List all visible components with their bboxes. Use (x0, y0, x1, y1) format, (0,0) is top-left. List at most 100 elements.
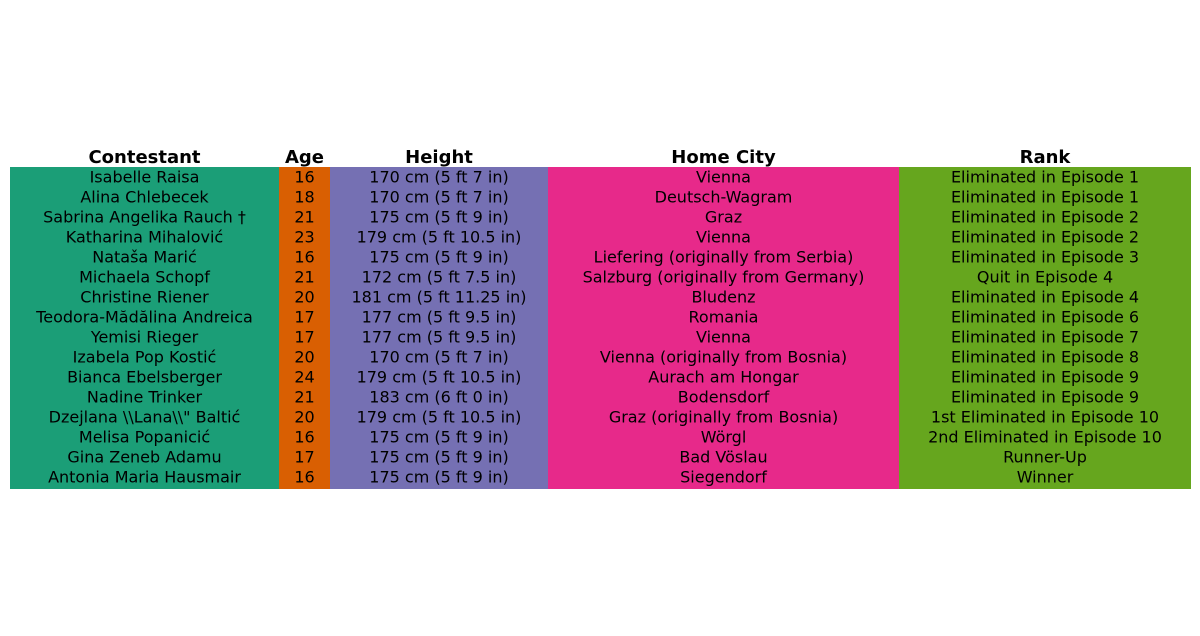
cell-height: 170 cm (5 ft 7 in) (369, 188, 508, 207)
cell-home-city: Vienna (originally from Bosnia) (600, 348, 847, 367)
cell-age: 21 (294, 388, 314, 407)
cell-home-city: Romania (689, 308, 759, 327)
cell-contestant: Isabelle Raisa (90, 168, 200, 187)
cell-home-city: Bludenz (691, 288, 755, 307)
table-row: Antonia Maria Hausmair 16 175 cm (5 ft 9 i… (48, 468, 1074, 487)
cell-contestant: Michaela Schopf (79, 268, 210, 287)
table-row: Michaela Schopf 21 172 cm (5 ft 7.5 in) Sal… (79, 268, 1113, 287)
cell-age: 21 (294, 268, 314, 287)
cell-rank: Eliminated in Episode 2 (951, 228, 1139, 247)
column-band-age (279, 167, 330, 489)
cell-rank: Eliminated in Episode 2 (951, 208, 1139, 227)
cell-home-city: Vienna (696, 328, 751, 347)
cell-home-city: Salzburg (originally from Germany) (583, 268, 865, 287)
cell-rank: Eliminated in Episode 6 (951, 308, 1139, 327)
cell-contestant: Gina Zeneb Adamu (67, 448, 221, 467)
cell-age: 16 (294, 428, 314, 447)
column-band-home-city (548, 167, 899, 489)
cell-age: 17 (294, 308, 314, 327)
cell-contestant: Dzejlana \\Lana\\" Baltić (49, 408, 241, 427)
column-band-contestant (10, 167, 279, 489)
cell-home-city: Bad Vöslau (679, 448, 767, 467)
column-band-height (330, 167, 548, 489)
table-row: Christine Riener 20 181 cm (5 ft 11.25 in)… (80, 288, 1139, 307)
cell-rank: Eliminated in Episode 1 (951, 188, 1139, 207)
cell-rank: Eliminated in Episode 9 (951, 388, 1139, 407)
cell-contestant: Yemisi Rieger (90, 328, 199, 347)
cell-rank: Quit in Episode 4 (977, 268, 1113, 287)
cell-rank: Eliminated in Episode 7 (951, 328, 1139, 347)
table-row: Dzejlana \\Lana\\" Baltić 20 179 cm (5 ft … (49, 408, 1159, 427)
table-row: Nataša Marić 16 175 cm (5 ft 9 in) Lieferin… (92, 248, 1139, 267)
table-row: Isabelle Raisa 16 170 cm (5 ft 7 in) Vienna… (90, 168, 1139, 187)
cell-age: 21 (294, 208, 314, 227)
column-header-age: Age (285, 147, 324, 168)
cell-height: 183 cm (6 ft 0 in) (369, 388, 508, 407)
table-row: Nadine Trinker 21 183 cm (6 ft 0 in) Bodens… (87, 388, 1139, 407)
cell-rank: Eliminated in Episode 9 (951, 368, 1139, 387)
cell-age: 20 (294, 288, 314, 307)
table-row: Gina Zeneb Adamu 17 175 cm (5 ft 9 in) Bad … (67, 448, 1087, 467)
cell-age: 18 (294, 188, 314, 207)
cell-rank: Runner-Up (1003, 448, 1087, 467)
cell-age: 24 (294, 368, 314, 387)
cell-rank: Winner (1017, 468, 1074, 487)
cell-contestant: Melisa Popanicić (79, 428, 210, 447)
table-row: Izabela Pop Kostić 20 170 cm (5 ft 7 in) Vi… (73, 348, 1139, 367)
cell-height: 170 cm (5 ft 7 in) (369, 348, 508, 367)
cell-home-city: Graz (originally from Bosnia) (609, 408, 838, 427)
cell-height: 179 cm (5 ft 10.5 in) (357, 408, 522, 427)
cell-age: 20 (294, 348, 314, 367)
cell-rank: 2nd Eliminated in Episode 10 (928, 428, 1162, 447)
cell-height: 175 cm (5 ft 9 in) (369, 428, 508, 447)
column-header-home-city: Home City (671, 147, 776, 168)
cell-height: 177 cm (5 ft 9.5 in) (362, 308, 517, 327)
cell-rank: 1st Eliminated in Episode 10 (931, 408, 1159, 427)
cell-age: 17 (294, 328, 314, 347)
cell-contestant: Alina Chlebecek (80, 188, 209, 207)
table-row: Teodora-Mădălina Andreica 17 177 cm (5 ft … (35, 308, 1139, 327)
cell-contestant: Sabrina Angelika Rauch † (43, 208, 246, 227)
table-row: Melisa Popanicić 16 175 cm (5 ft 9 in) Wörg… (79, 428, 1162, 447)
cell-age: 16 (294, 248, 314, 267)
cell-contestant: Nadine Trinker (87, 388, 203, 407)
cell-home-city: Vienna (696, 168, 751, 187)
cell-home-city: Graz (705, 208, 742, 227)
cell-home-city: Siegendorf (680, 468, 767, 487)
cell-height: 175 cm (5 ft 9 in) (369, 468, 508, 487)
cell-rank: Eliminated in Episode 8 (951, 348, 1139, 367)
column-header-rank: Rank (1020, 147, 1072, 168)
cell-height: 181 cm (5 ft 11.25 in) (351, 288, 526, 307)
cell-home-city: Aurach am Hongar (648, 368, 799, 387)
cell-age: 17 (294, 448, 314, 467)
cell-contestant: Izabela Pop Kostić (73, 348, 217, 367)
cell-contestant: Christine Riener (80, 288, 209, 307)
cell-height: 172 cm (5 ft 7.5 in) (362, 268, 517, 287)
table-row: Sabrina Angelika Rauch † 21 175 cm (5 ft 9… (43, 208, 1139, 227)
table-row: Katharina Mihalović 23 179 cm (5 ft 10.5 i… (66, 228, 1139, 247)
cell-rank: Eliminated in Episode 4 (951, 288, 1139, 307)
table-row: Alina Chlebecek 18 170 cm (5 ft 7 in) Deuts… (80, 188, 1139, 207)
cell-rank: Eliminated in Episode 1 (951, 168, 1139, 187)
cell-height: 175 cm (5 ft 9 in) (369, 208, 508, 227)
cell-rank: Eliminated in Episode 3 (951, 248, 1139, 267)
cell-contestant: Nataša Marić (92, 248, 197, 267)
cell-height: 170 cm (5 ft 7 in) (369, 168, 508, 187)
cell-height: 175 cm (5 ft 9 in) (369, 248, 508, 267)
cell-height: 179 cm (5 ft 10.5 in) (357, 368, 522, 387)
cell-home-city: Deutsch-Wagram (655, 188, 793, 207)
cell-age: 16 (294, 168, 314, 187)
table-row: Bianca Ebelsberger 24 179 cm (5 ft 10.5 in… (67, 368, 1139, 387)
cell-age: 23 (294, 228, 314, 247)
cell-height: 179 cm (5 ft 10.5 in) (357, 228, 522, 247)
cell-contestant: Bianca Ebelsberger (67, 368, 222, 387)
cell-age: 20 (294, 408, 314, 427)
cell-home-city: Liefering (originally from Serbia) (594, 248, 854, 267)
cell-contestant: Antonia Maria Hausmair (48, 468, 241, 487)
column-header-contestant: Contestant (88, 147, 200, 168)
column-header-height: Height (405, 147, 473, 168)
table-row: Yemisi Rieger 17 177 cm (5 ft 9.5 in) Vienn… (90, 328, 1139, 347)
cell-home-city: Bodensdorf (678, 388, 770, 407)
cell-home-city: Vienna (696, 228, 751, 247)
